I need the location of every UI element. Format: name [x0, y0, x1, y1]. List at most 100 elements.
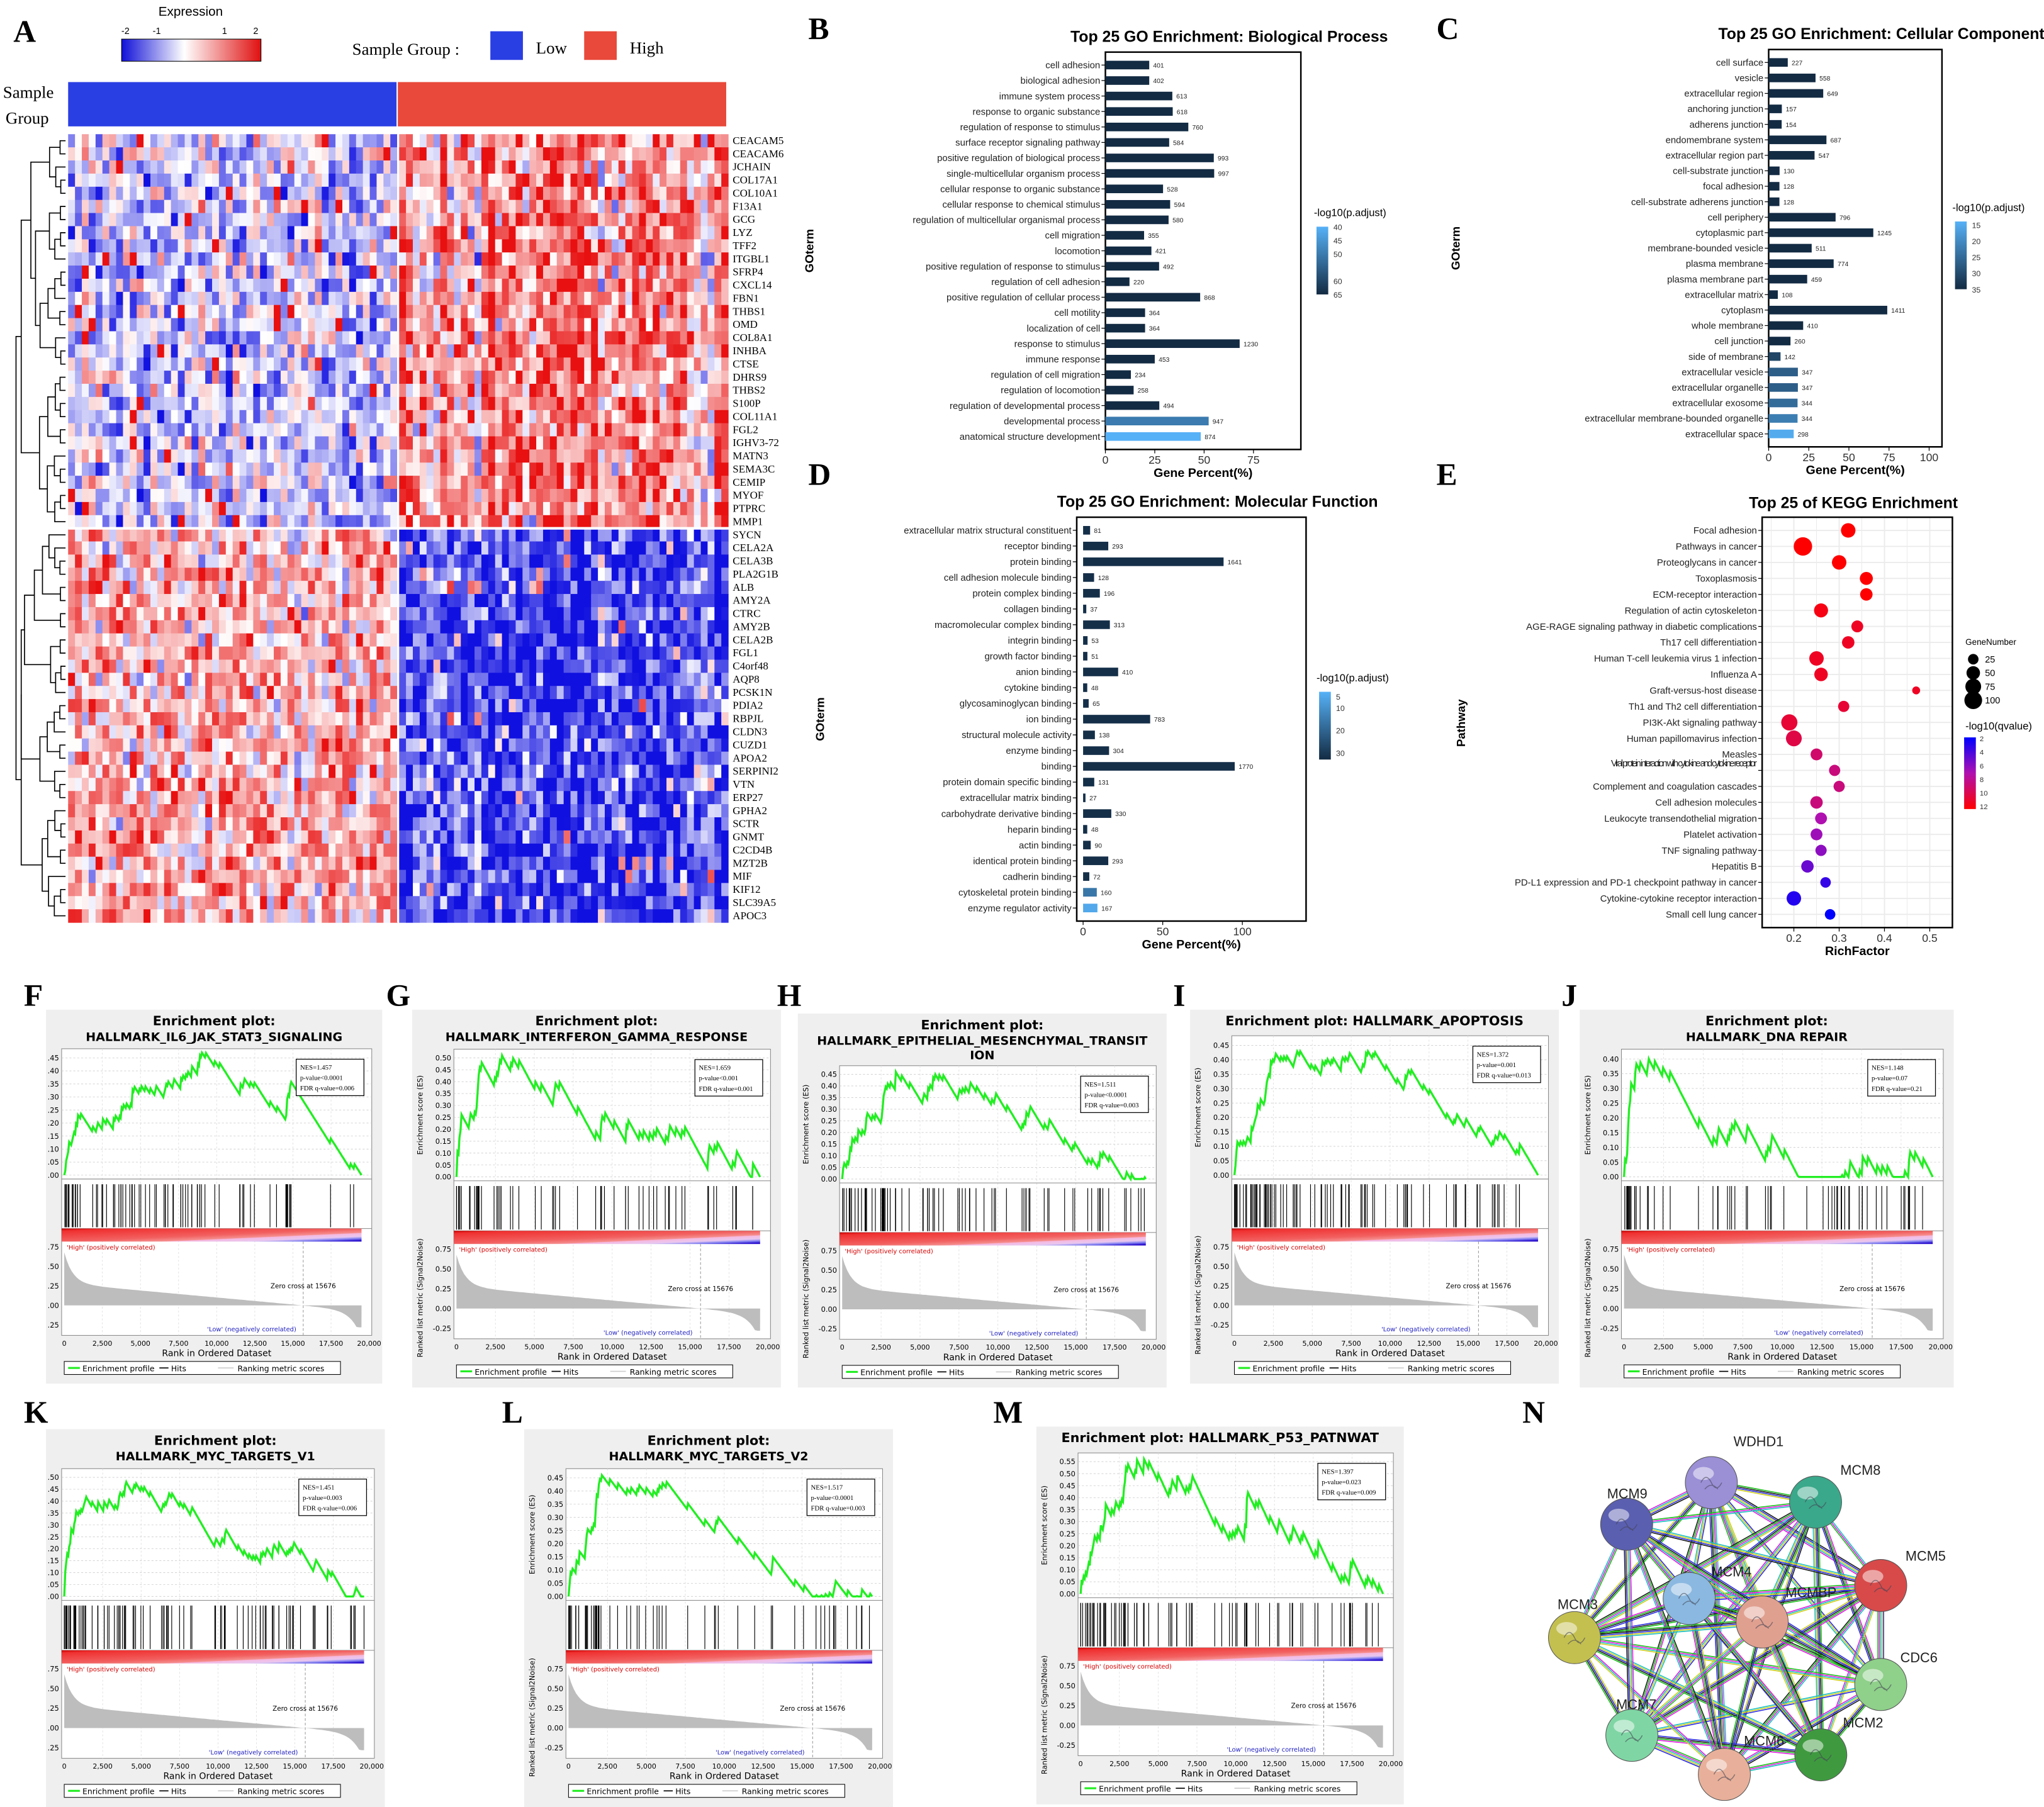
- heatmap-cell: [556, 252, 564, 266]
- heatmap-cell: [191, 410, 199, 424]
- heatmap-cell: [406, 686, 413, 700]
- heatmap-cell: [191, 751, 199, 766]
- heatmap-cell: [598, 646, 605, 661]
- heatmap-cell: [406, 804, 413, 818]
- heatmap-cell: [356, 554, 364, 568]
- heatmap-cell: [660, 554, 667, 568]
- heatmap-cell: [369, 344, 378, 358]
- heatmap-cell: [205, 673, 213, 686]
- heatmap-cell: [529, 160, 537, 174]
- heatmap-cell: [225, 712, 233, 726]
- heatmap-cell: [721, 252, 729, 266]
- heatmap-cell: [556, 581, 564, 595]
- heatmap-cell: [362, 134, 371, 148]
- heatmap-cell: [666, 410, 674, 424]
- heatmap-cell: [646, 252, 653, 266]
- heatmap-cell: [287, 633, 295, 647]
- heatmap-cell: [536, 160, 544, 174]
- heatmap-cell: [577, 396, 585, 411]
- heatmap-cell: [308, 476, 316, 490]
- heatmap-cell: [109, 344, 117, 358]
- heatmap-cell: [109, 213, 117, 227]
- heatmap-cell: [212, 436, 220, 450]
- heatmap-cell: [529, 147, 537, 161]
- heatmap-cell: [308, 581, 316, 595]
- heatmap-cell: [508, 449, 517, 463]
- heatmap-cell: [522, 239, 530, 253]
- heatmap-cell: [707, 541, 715, 556]
- heatmap-cell: [356, 673, 364, 686]
- heatmap-cell: [721, 673, 729, 686]
- heatmap-cell: [584, 581, 592, 595]
- heatmap-cell: [700, 331, 709, 345]
- heatmap-cell: [267, 239, 274, 253]
- heatmap-cell: [639, 147, 646, 161]
- heatmap-cell: [164, 501, 172, 516]
- heatmap-cell: [102, 620, 110, 634]
- heatmap-cell: [673, 620, 681, 634]
- heatmap-cell: [349, 423, 357, 437]
- heatmap-cell: [191, 725, 199, 739]
- heatmap-cell: [474, 396, 482, 411]
- heatmap-cell: [88, 239, 96, 253]
- heatmap-cell: [287, 305, 295, 319]
- heatmap-cell: [301, 764, 309, 778]
- heatmap-cell: [225, 568, 233, 581]
- heatmap-cell: [212, 594, 220, 608]
- heatmap-cell: [369, 173, 378, 187]
- heatmap-cell: [232, 134, 240, 148]
- heatmap-cell: [322, 252, 329, 266]
- heatmap-cell: [164, 318, 172, 332]
- heatmap-cell: [301, 331, 309, 345]
- heatmap-cell: [468, 396, 475, 411]
- heatmap-cell: [563, 291, 571, 306]
- heatmap-cell: [433, 673, 441, 686]
- heatmap-cell: [383, 699, 391, 713]
- heatmap-cell: [342, 344, 350, 358]
- heatmap-cell: [184, 423, 192, 437]
- heatmap-cell: [700, 173, 709, 187]
- heatmap-cell: [413, 344, 420, 358]
- heatmap-cell: [625, 410, 633, 424]
- heatmap-cell: [515, 371, 523, 384]
- heatmap-cell: [433, 646, 441, 661]
- heatmap-cell: [150, 383, 158, 398]
- heatmap-cell: [625, 357, 633, 371]
- heatmap-cell: [383, 528, 391, 542]
- heatmap-cell: [260, 278, 267, 293]
- heatmap-cell: [390, 633, 398, 647]
- heatmap-cell: [591, 489, 598, 503]
- heatmap-cell: [549, 804, 558, 818]
- heatmap-cell: [362, 239, 371, 253]
- heatmap-cell: [123, 568, 130, 581]
- heatmap-cell: [426, 278, 434, 293]
- heatmap-cell: [666, 554, 674, 568]
- heatmap-cell: [673, 659, 681, 673]
- heatmap-cell: [177, 620, 186, 634]
- heatmap-cell: [721, 462, 729, 476]
- heatmap-cell: [639, 738, 646, 752]
- heatmap-cell: [198, 568, 206, 581]
- heatmap-cell: [611, 633, 619, 647]
- heatmap-cell: [198, 239, 206, 253]
- heatmap-cell: [584, 489, 592, 503]
- heatmap-cell: [474, 291, 482, 306]
- heatmap-cell: [191, 778, 199, 792]
- heatmap-cell: [130, 646, 137, 661]
- heatmap-cell: [88, 541, 96, 556]
- heatmap-cell: [177, 449, 186, 463]
- heatmap-cell: [536, 764, 544, 778]
- heatmap-cell: [694, 476, 702, 490]
- heatmap-cell: [680, 541, 688, 556]
- heatmap-cell: [253, 607, 261, 621]
- heatmap-cell: [542, 594, 551, 608]
- heatmap-cell: [349, 594, 357, 608]
- heatmap-cell: [714, 291, 722, 306]
- heatmap-cell: [75, 659, 82, 673]
- heatmap-cell: [700, 252, 709, 266]
- heatmap-cell: [653, 462, 660, 476]
- heatmap-cell: [232, 686, 240, 700]
- heatmap-cell: [680, 646, 688, 661]
- heatmap-cell: [502, 620, 510, 634]
- heatmap-cell: [529, 318, 537, 332]
